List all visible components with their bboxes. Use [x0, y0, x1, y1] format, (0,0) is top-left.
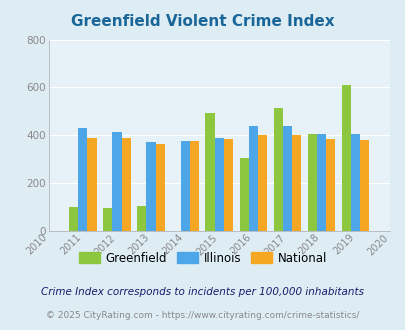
Bar [316, 134, 325, 231]
Bar [307, 134, 316, 231]
Text: © 2025 CityRating.com - https://www.cityrating.com/crime-statistics/: © 2025 CityRating.com - https://www.city… [46, 311, 359, 320]
Bar [87, 138, 96, 231]
Bar [282, 126, 291, 231]
Legend: Greenfield, Illinois, National: Greenfield, Illinois, National [74, 247, 331, 269]
Bar [121, 138, 130, 231]
Bar [223, 139, 232, 231]
Bar [325, 139, 335, 231]
Bar [350, 134, 359, 231]
Bar [248, 126, 257, 231]
Bar [189, 141, 198, 231]
Text: Greenfield Violent Crime Index: Greenfield Violent Crime Index [71, 14, 334, 29]
Text: Crime Index corresponds to incidents per 100,000 inhabitants: Crime Index corresponds to incidents per… [41, 287, 364, 297]
Bar [257, 135, 266, 231]
Bar [214, 138, 223, 231]
Bar [155, 144, 164, 231]
Bar [146, 143, 155, 231]
Bar [137, 206, 146, 231]
Bar [359, 140, 369, 231]
Bar [103, 208, 112, 231]
Bar [205, 113, 214, 231]
Bar [112, 132, 121, 231]
Bar [273, 108, 282, 231]
Bar [78, 128, 87, 231]
Bar [69, 207, 78, 231]
Bar [291, 135, 301, 231]
Bar [180, 141, 189, 231]
Bar [239, 158, 248, 231]
Bar [341, 85, 350, 231]
